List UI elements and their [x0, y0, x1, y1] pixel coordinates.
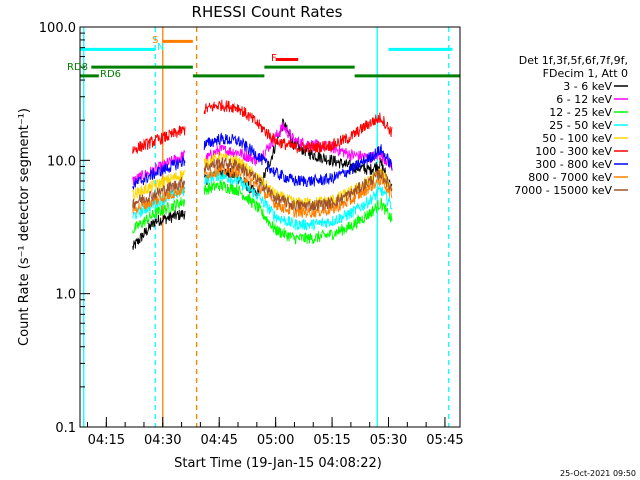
x-tick-label: 04:15: [88, 433, 125, 448]
x-tick-label: 04:30: [144, 433, 181, 448]
series-line: [132, 209, 186, 250]
vertical-markers: [83, 27, 450, 427]
x-tick-label: 05:15: [313, 433, 350, 448]
series-line: [203, 132, 393, 187]
legend-label: 100 - 300 keV: [535, 145, 612, 158]
series-line: [203, 151, 393, 210]
x-axis-label: Start Time (19-Jan-15 04:08:22): [174, 456, 382, 471]
status-bars: [80, 39, 460, 78]
legend-label: 800 - 7000 keV: [528, 171, 612, 184]
series: [132, 179, 393, 245]
series-line: [203, 157, 393, 211]
y-tick-label: 1.0: [55, 288, 76, 303]
y-tick-label: 0.1: [55, 421, 76, 436]
legend-label: 3 - 6 keV: [563, 80, 612, 93]
legend: Det 1f,3f,5f,6f,7f,9f,FDecim 1, Att 03 -…: [514, 54, 628, 197]
legend-label: 6 - 12 keV: [556, 93, 612, 106]
series-line: [132, 177, 186, 209]
series-line: [203, 99, 393, 154]
series-line: [132, 183, 186, 215]
series-line: [203, 121, 393, 172]
x-axis: 04:15 04:30 04:45 05:00 05:15 05:30 05:45: [87, 417, 464, 448]
annotation-label: N: [157, 42, 164, 53]
series: [132, 132, 393, 191]
y-tick-label: 100.0: [39, 21, 76, 36]
legend-header: Det 1f,3f,5f,6f,7f,9f,: [519, 54, 628, 67]
series-line: [203, 179, 393, 245]
series-line: [132, 197, 186, 234]
annotation-label: RD6: [100, 69, 121, 80]
annotation-labels: RD8 RD6 SN F: [67, 35, 277, 80]
series-line: [132, 156, 186, 191]
x-tick-label: 05:45: [426, 433, 463, 448]
series-group: [132, 99, 393, 250]
plot-frame: [79, 26, 461, 428]
series-line: [132, 125, 186, 154]
timestamp: 25-Oct-2021 09:50: [560, 469, 636, 478]
legend-label: 7000 - 15000 keV: [514, 184, 612, 197]
series: [132, 99, 393, 154]
annotation-label: S: [152, 35, 158, 46]
legend-label: 50 - 100 keV: [542, 132, 612, 145]
x-tick-label: 05:30: [370, 433, 407, 448]
y-axis: 0.1 1.0 10.0 100.0: [39, 21, 90, 436]
legend-label: 12 - 25 keV: [549, 106, 612, 119]
chart-title: RHESSI Count Rates: [192, 3, 343, 21]
annotation-label: F: [271, 53, 277, 64]
annotation-label: RD8: [67, 62, 88, 73]
legend-label: 25 - 50 keV: [549, 119, 612, 132]
x-tick-label: 05:00: [257, 433, 294, 448]
legend-header: FDecim 1, Att 0: [543, 67, 628, 80]
legend-label: 300 - 800 keV: [535, 158, 612, 171]
y-axis-label: Count Rate (s⁻¹ detector segment⁻¹): [17, 108, 32, 346]
series: [132, 157, 393, 211]
x-tick-label: 04:45: [200, 433, 237, 448]
y-tick-label: 10.0: [47, 154, 76, 169]
